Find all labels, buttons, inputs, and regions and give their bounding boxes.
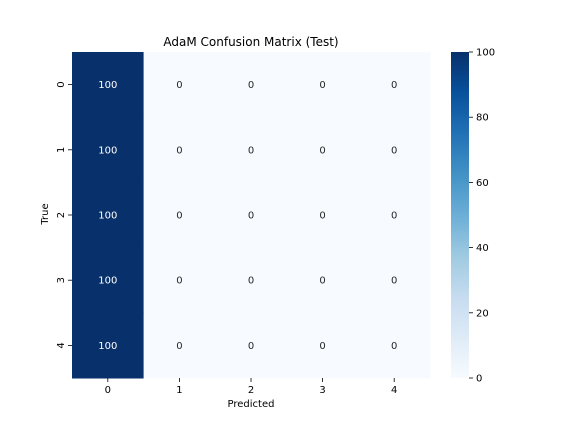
heatmap-cell-3-3 xyxy=(286,247,359,314)
heatmap-cell-4-0 xyxy=(72,312,145,379)
cell-value-4-4: 0 xyxy=(391,341,397,352)
chart-title: AdaM Confusion Matrix (Test) xyxy=(163,35,338,49)
cell-value-3-1: 0 xyxy=(176,276,182,287)
x-axis-ticks: 0 1 2 3 4 xyxy=(105,378,397,396)
y-tick-label-2: 2 xyxy=(56,212,67,218)
colorbar-gradient xyxy=(451,52,469,378)
cell-value-0-1: 0 xyxy=(176,80,182,91)
heatmap-cell-3-2 xyxy=(215,247,288,314)
cell-value-2-4: 0 xyxy=(391,211,397,222)
x-axis-label: Predicted xyxy=(228,399,275,410)
heatmap-cell-4-1 xyxy=(143,312,216,379)
cell-value-2-1: 0 xyxy=(176,211,182,222)
cell-value-1-2: 0 xyxy=(248,145,254,156)
heatmap-cell-1-2 xyxy=(215,117,288,183)
y-tick-label-0: 0 xyxy=(56,81,67,87)
cell-value-0-2: 0 xyxy=(248,80,254,91)
x-tick-label-3: 3 xyxy=(319,385,325,396)
heatmap-cell-2-1 xyxy=(143,182,216,249)
cell-value-0-0: 100 xyxy=(98,80,117,91)
y-axis-label: True xyxy=(40,203,51,225)
heatmap-cell-4-3 xyxy=(286,312,359,379)
heatmap-cell-3-0 xyxy=(72,247,145,314)
colorbar-tick-label-3: 60 xyxy=(476,178,489,189)
heatmap-cell-4-2 xyxy=(215,312,288,379)
colorbar: 0 20 40 60 80 100 xyxy=(451,48,495,385)
y-tick-label-4: 4 xyxy=(56,342,67,348)
colorbar-tick-label-2: 40 xyxy=(476,243,489,254)
heatmap-cells: 100 0 0 0 0 100 0 0 0 0 100 0 0 0 0 100 0 0 0 0 100 0 0 0 0 xyxy=(72,52,431,379)
cell-value-0-3: 0 xyxy=(319,80,325,91)
colorbar-tick-label-0: 0 xyxy=(476,374,482,385)
x-tick-label-1: 1 xyxy=(176,385,182,396)
colorbar-ticks: 0 20 40 60 80 100 xyxy=(469,48,495,385)
cell-value-2-0: 100 xyxy=(98,211,117,222)
cell-value-4-2: 0 xyxy=(248,341,254,352)
cell-value-3-4: 0 xyxy=(391,276,397,287)
heatmap-cell-3-4 xyxy=(358,247,431,314)
heatmap-cell-0-2 xyxy=(215,52,288,118)
cell-value-4-3: 0 xyxy=(319,341,325,352)
heatmap-cell-2-4 xyxy=(358,182,431,249)
x-tick-label-4: 4 xyxy=(391,385,397,396)
cell-value-2-3: 0 xyxy=(319,211,325,222)
cell-value-4-0: 100 xyxy=(98,341,117,352)
y-tick-label-3: 3 xyxy=(56,277,67,283)
cell-value-2-2: 0 xyxy=(248,211,254,222)
heatmap-cell-3-1 xyxy=(143,247,216,314)
cell-value-1-4: 0 xyxy=(391,145,397,156)
heatmap-cell-0-3 xyxy=(286,52,359,118)
colorbar-tick-label-1: 20 xyxy=(476,308,489,319)
cell-value-3-0: 100 xyxy=(98,276,117,287)
cell-value-3-3: 0 xyxy=(319,276,325,287)
heatmap-cell-2-2 xyxy=(215,182,288,249)
cell-value-3-2: 0 xyxy=(248,276,254,287)
x-tick-label-2: 2 xyxy=(248,385,254,396)
heatmap-cell-1-0 xyxy=(72,117,145,183)
heatmap-cell-0-0 xyxy=(72,52,145,118)
cell-value-1-1: 0 xyxy=(176,145,182,156)
heatmap-cell-2-3 xyxy=(286,182,359,249)
heatmap-cell-4-4 xyxy=(358,312,431,379)
colorbar-tick-label-4: 80 xyxy=(476,113,489,124)
heatmap-cell-2-0 xyxy=(72,182,145,249)
x-tick-label-0: 0 xyxy=(105,385,111,396)
y-axis-ticks: 0 1 2 3 4 xyxy=(56,81,72,349)
cell-value-1-0: 100 xyxy=(98,145,117,156)
heatmap-cell-1-1 xyxy=(143,117,216,183)
heatmap-cell-1-3 xyxy=(286,117,359,183)
heatmap-cell-1-4 xyxy=(358,117,431,183)
cell-value-1-3: 0 xyxy=(319,145,325,156)
colorbar-tick-label-5: 100 xyxy=(476,48,495,59)
cell-value-0-4: 0 xyxy=(391,80,397,91)
cell-value-4-1: 0 xyxy=(176,341,182,352)
y-tick-label-1: 1 xyxy=(56,147,67,153)
heatmap-cell-0-4 xyxy=(358,52,431,118)
heatmap-cell-0-1 xyxy=(143,52,216,118)
